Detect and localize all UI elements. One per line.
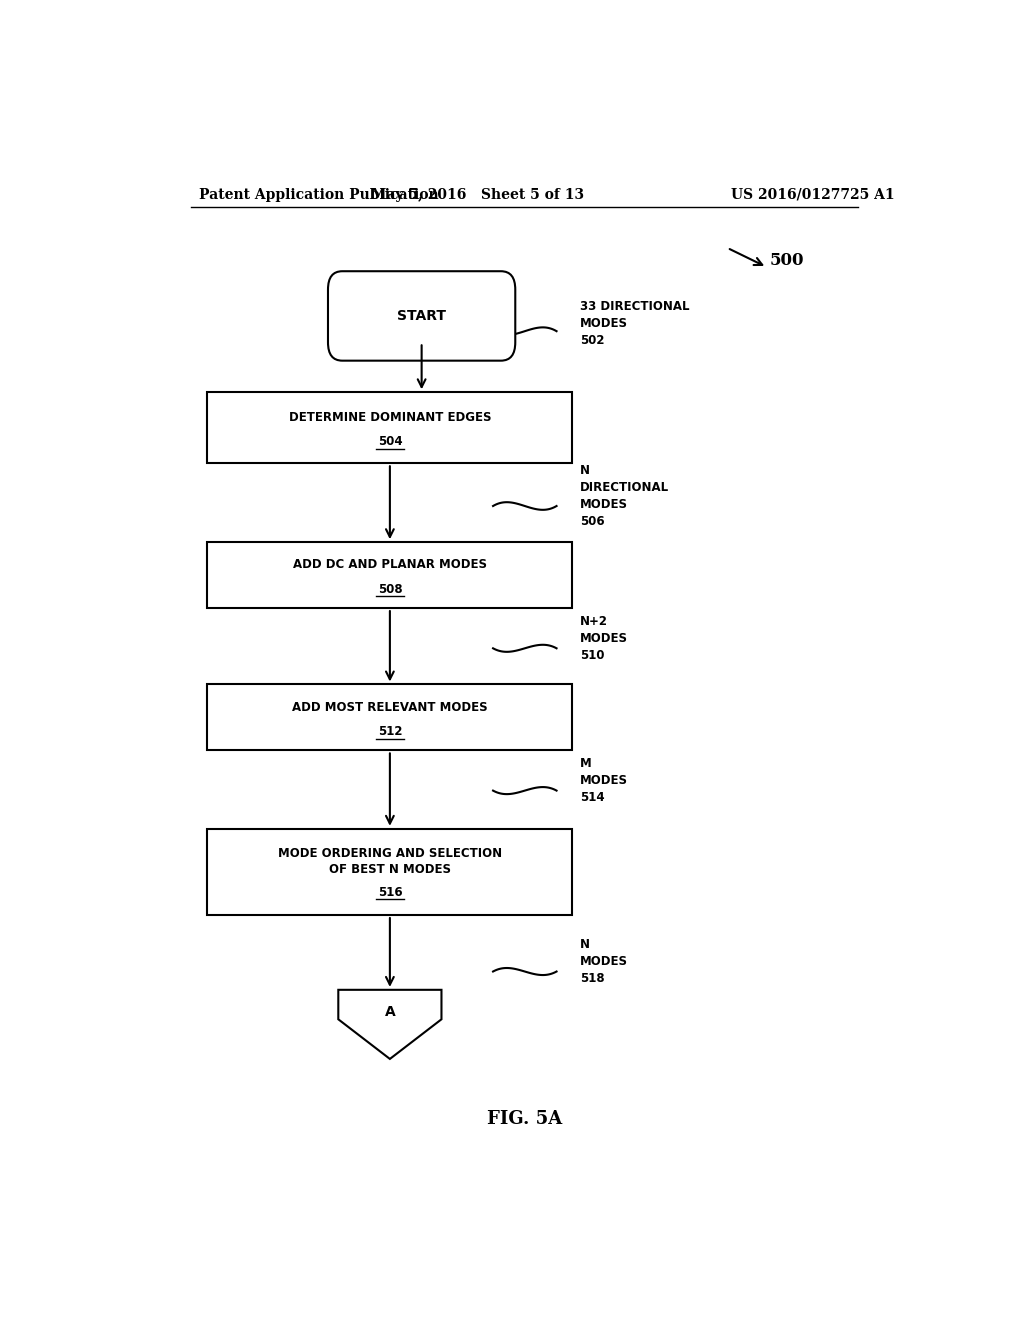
Text: N
MODES
518: N MODES 518 [581, 937, 629, 985]
Text: May 5, 2016   Sheet 5 of 13: May 5, 2016 Sheet 5 of 13 [371, 187, 584, 202]
Text: FIG. 5A: FIG. 5A [487, 1110, 562, 1127]
Polygon shape [338, 990, 441, 1059]
Bar [207, 829, 572, 915]
Text: 504: 504 [378, 436, 402, 449]
Text: 512: 512 [378, 725, 402, 738]
Text: N
DIRECTIONAL
MODES
506: N DIRECTIONAL MODES 506 [581, 463, 670, 528]
Text: 33 DIRECTIONAL
MODES
502: 33 DIRECTIONAL MODES 502 [581, 300, 690, 347]
Bar [207, 543, 572, 609]
FancyBboxPatch shape [328, 271, 515, 360]
Text: ADD MOST RELEVANT MODES: ADD MOST RELEVANT MODES [292, 701, 487, 714]
Text: DETERMINE DOMINANT EDGES: DETERMINE DOMINANT EDGES [289, 411, 492, 424]
Text: A: A [385, 1006, 395, 1019]
Text: N+2
MODES
510: N+2 MODES 510 [581, 615, 629, 661]
Text: ADD DC AND PLANAR MODES: ADD DC AND PLANAR MODES [293, 558, 486, 572]
Text: US 2016/0127725 A1: US 2016/0127725 A1 [731, 187, 895, 202]
Bar [207, 684, 572, 751]
Text: M
MODES
514: M MODES 514 [581, 756, 629, 804]
Bar [207, 392, 572, 463]
Text: MODE ORDERING AND SELECTION: MODE ORDERING AND SELECTION [278, 847, 502, 861]
Text: Patent Application Publication: Patent Application Publication [200, 187, 439, 202]
Text: OF BEST N MODES: OF BEST N MODES [329, 863, 451, 876]
Text: 516: 516 [378, 886, 402, 899]
Text: 508: 508 [378, 583, 402, 595]
Text: START: START [397, 309, 446, 323]
Text: 500: 500 [769, 252, 804, 268]
